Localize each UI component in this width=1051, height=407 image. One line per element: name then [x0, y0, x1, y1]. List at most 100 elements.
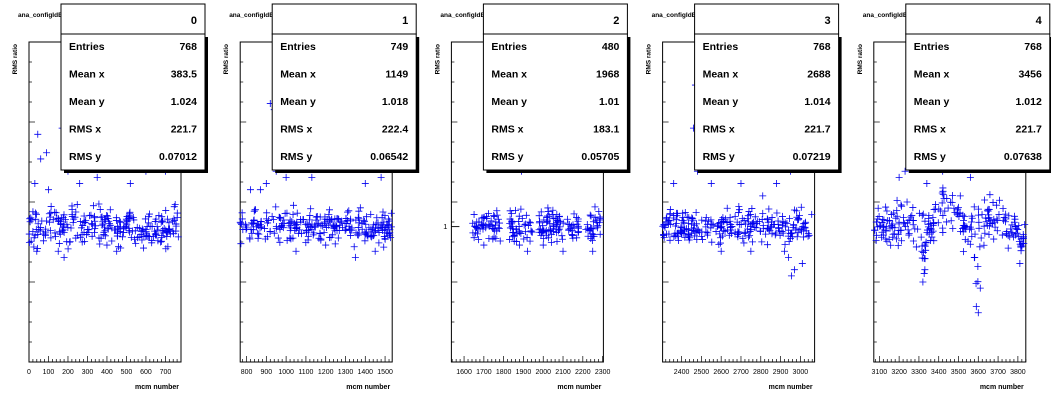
data-point [898, 202, 906, 210]
data-point [55, 240, 63, 248]
data-point [950, 204, 958, 212]
data-point [362, 213, 370, 221]
stats-key: RMS y [491, 151, 523, 163]
data-point [905, 231, 913, 239]
data-point [59, 226, 67, 234]
x-tick-label: 1200 [318, 369, 334, 376]
data-point [515, 218, 523, 226]
data-point [683, 213, 691, 221]
data-point [535, 212, 543, 220]
data-point [341, 220, 349, 228]
data-point [261, 225, 269, 233]
data-point [480, 241, 488, 249]
data-point [536, 218, 544, 226]
data-point [685, 236, 693, 244]
data-point [239, 226, 247, 234]
data-point [537, 225, 545, 233]
x-tick-label: 2300 [595, 369, 611, 376]
stats-value: 768 [1024, 41, 1042, 53]
data-point [170, 217, 178, 225]
data-point [595, 208, 603, 216]
data-point [698, 216, 706, 224]
data-point [569, 234, 577, 242]
stats-key: RMS x [69, 124, 101, 136]
x-axis-label: mcm number [769, 384, 813, 391]
data-point [320, 228, 328, 236]
data-point [127, 233, 135, 241]
histogram-id: 1 [402, 15, 408, 27]
data-point [522, 211, 530, 219]
stats-key: Mean y [914, 96, 950, 108]
data-point [238, 209, 246, 217]
data-point [985, 230, 993, 238]
data-point [252, 223, 260, 231]
x-tick-label: 2600 [713, 369, 729, 376]
data-point [781, 240, 789, 248]
data-point [170, 203, 178, 211]
data-point [871, 226, 879, 234]
data-point [708, 238, 716, 246]
data-point [254, 234, 262, 242]
data-point [103, 211, 111, 219]
x-tick-label: 1100 [298, 369, 313, 376]
data-point [912, 243, 920, 251]
data-point [792, 224, 800, 232]
data-point [961, 236, 969, 244]
data-point [367, 232, 375, 240]
data-point [293, 209, 301, 217]
data-point [325, 210, 333, 218]
data-point [948, 199, 956, 207]
data-point [527, 227, 535, 235]
stats-key: Entries [69, 41, 105, 53]
data-point [169, 217, 177, 225]
data-point [381, 212, 389, 220]
data-point [731, 213, 739, 221]
data-point [100, 228, 108, 236]
data-point [254, 229, 262, 237]
data-point [151, 218, 159, 226]
stats-value: 1.018 [382, 96, 408, 108]
data-point [361, 230, 369, 238]
x-tick-label: 0 [27, 369, 31, 376]
data-point [548, 230, 556, 238]
data-point [385, 230, 393, 238]
data-point [51, 208, 59, 216]
data-point [34, 130, 42, 138]
data-point [744, 225, 752, 233]
data-point [719, 214, 727, 222]
data-point [786, 215, 794, 223]
data-point [345, 207, 353, 215]
data-point [256, 221, 264, 229]
data-point [685, 232, 693, 240]
data-point [164, 243, 172, 251]
data-point [694, 225, 702, 233]
stats-box [905, 33, 1051, 171]
data-point [263, 233, 271, 241]
data-point [482, 222, 490, 230]
data-point [883, 217, 891, 225]
data-point [348, 224, 356, 232]
stats-title-box [694, 3, 840, 35]
data-point [575, 228, 583, 236]
x-axis-label: mcm number [980, 384, 1024, 391]
data-point [717, 247, 725, 255]
data-point [494, 224, 502, 232]
data-point [702, 214, 710, 222]
data-point [734, 233, 742, 241]
data-point [517, 205, 525, 213]
data-point [568, 227, 576, 235]
data-point [341, 227, 349, 235]
data-point [354, 224, 362, 232]
data-point [30, 234, 38, 242]
data-point [85, 212, 93, 220]
data-point [158, 217, 166, 225]
data-point [354, 213, 362, 221]
stats-value: 0.07638 [1004, 151, 1042, 163]
data-point [1011, 215, 1019, 223]
data-point [262, 180, 270, 188]
data-point [96, 205, 104, 213]
data-point [384, 215, 392, 223]
data-point [911, 225, 919, 233]
data-point [68, 202, 76, 210]
data-point [47, 234, 55, 242]
